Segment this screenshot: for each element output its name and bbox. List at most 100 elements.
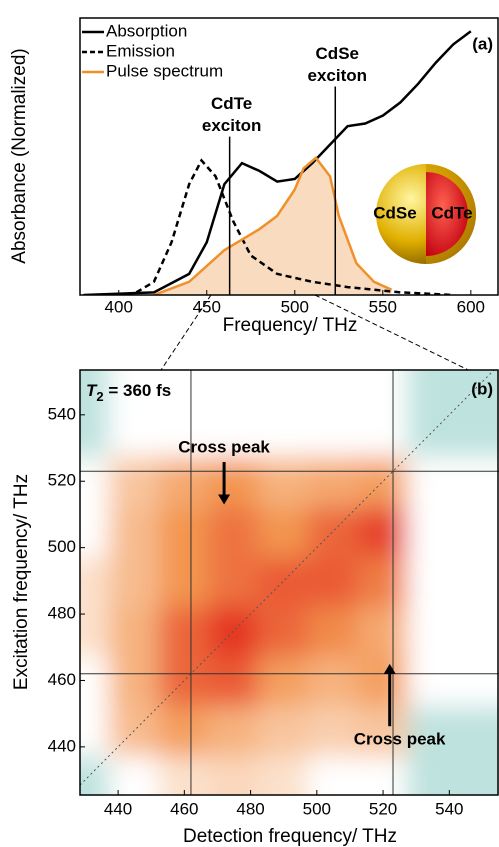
cell [357,370,409,458]
annotation: CdSe [316,44,359,63]
cell [257,370,310,458]
cell [357,654,409,707]
annotation: exciton [202,116,262,135]
y-axis-label: Absorbance (Normalized) [9,48,30,263]
cell [257,554,310,607]
cell [307,654,360,707]
panel-label: (a) [472,34,493,53]
cell [307,604,360,657]
cell [108,370,161,458]
plot-area [83,30,472,295]
line [153,156,393,295]
arrow-head [218,494,231,505]
cell [406,554,499,607]
x-axis-label: Detection frequency/ THz [183,826,397,847]
y-axis-label: Excitation frequency/ THz [11,474,32,690]
cell [307,505,360,557]
cell [208,505,260,557]
frame [79,17,499,296]
cell [307,554,360,607]
time-label: T2 = 360 fs [86,381,171,404]
cell [208,370,260,458]
annotation: CdTe [211,94,252,113]
cell [406,505,499,557]
inset-label: CdSe [373,203,416,222]
cell [208,455,260,508]
cell [307,455,360,508]
x-tick-label: 540 [435,799,463,818]
cell [108,455,161,508]
cell [307,704,360,757]
time-text: = 360 fs [104,381,172,400]
annotation: Cross peak [354,730,446,749]
x-tick-label: 600 [457,297,485,316]
annotation: exciton [308,66,368,85]
cell [208,654,260,707]
cell [257,505,310,557]
cell [108,554,161,607]
heatmap [80,370,499,795]
cell [257,654,310,707]
x-tick-label: 500 [303,799,331,818]
cell [357,505,409,557]
frame [79,369,499,796]
cell [406,704,499,757]
line [83,30,472,295]
x-tick-label: 480 [236,799,264,818]
cell [158,604,211,657]
cell [257,704,310,757]
cell [406,604,499,657]
plot-area [80,370,499,795]
legend-label: Emission [106,41,175,60]
cell [108,604,161,657]
cut [426,164,476,264]
cell [208,604,260,657]
diagonal [80,370,495,786]
time-subscript: 2 [96,389,103,404]
cell [208,554,260,607]
line [135,158,454,295]
connector [160,294,212,371]
x-tick-label: 440 [104,799,132,818]
cell [158,554,211,607]
y-tick-label: 500 [48,537,76,556]
cell [307,370,360,458]
inset-label: CdTe [431,203,472,222]
annotation: Cross peak [178,438,270,457]
cell [257,604,310,657]
cell [108,654,161,707]
cell [257,455,310,508]
cell [406,370,499,458]
cell [357,554,409,607]
cell [158,455,211,508]
x-tick-label: 460 [170,799,198,818]
panel-label: (b) [471,379,493,398]
cell [406,654,499,707]
y-tick-label: 540 [48,404,76,423]
cell [357,704,409,757]
y-tick-label: 440 [48,736,76,755]
cell [357,455,409,508]
arrow-head [383,663,396,674]
x-axis-label: Frequency/ THz [223,315,358,336]
legend-label: Absorption [106,21,187,40]
cell [158,505,211,557]
cell [406,455,499,508]
cell [208,704,260,757]
y-tick-label: 520 [48,471,76,490]
x-tick-label: 550 [369,297,397,316]
y-tick-label: 480 [48,604,76,623]
y-tick-label: 460 [48,670,76,689]
x-tick-label: 400 [105,297,133,316]
x-tick-label: 500 [281,297,309,316]
cell [357,604,409,657]
x-tick-label: 520 [369,799,397,818]
cell [158,370,211,458]
x-tick-label: 450 [193,297,221,316]
cell [158,704,211,757]
legend-label: Pulse spectrum [106,61,223,80]
time-symbol: T [86,381,98,400]
core [426,172,468,256]
cell [108,505,161,557]
